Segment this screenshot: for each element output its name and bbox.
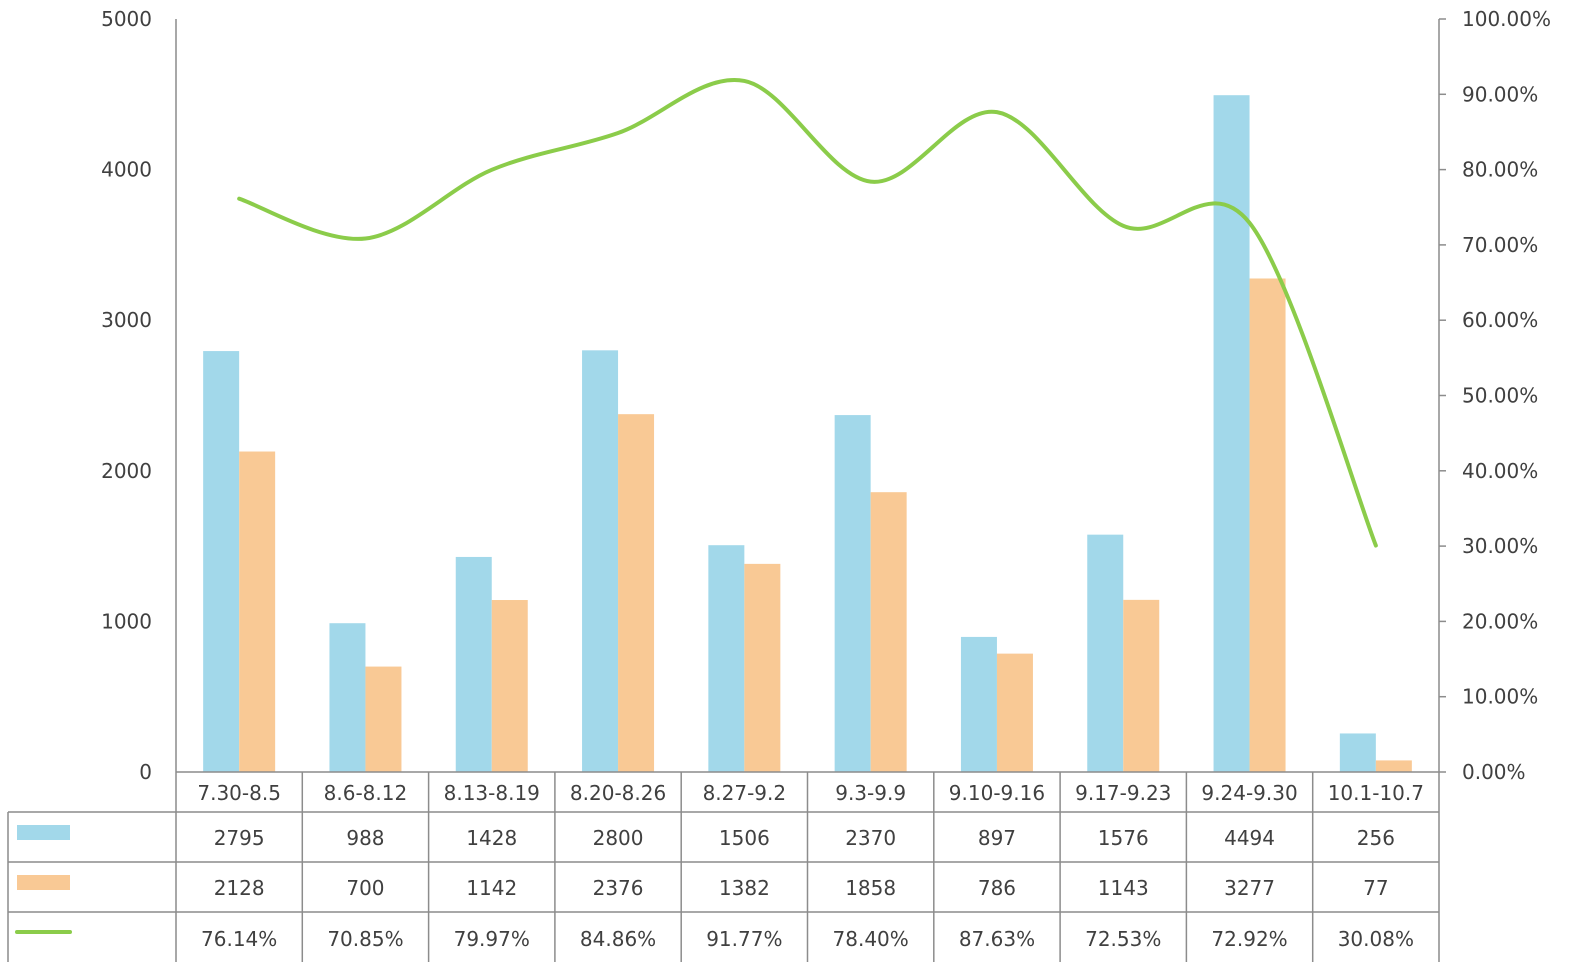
bars-layer	[203, 95, 1412, 772]
bar-series2	[365, 666, 402, 772]
y-right-tick-label: 30.00%	[1462, 534, 1538, 558]
table-cell-series2: 1382	[719, 876, 770, 900]
table-cell-series2: 786	[978, 876, 1016, 900]
bar-series2	[1249, 278, 1286, 772]
bar-series2	[744, 563, 781, 772]
bar-series1	[1339, 733, 1376, 772]
table-cell-series1: 988	[346, 826, 384, 850]
x-tick-label: 10.1-10.7	[1328, 781, 1424, 805]
table-cell-series1: 2370	[845, 826, 896, 850]
data-table: 7.30-8.5 2795 2128 76.14% 8.6-8.12 988 700 70.8…	[7, 771, 1440, 962]
x-tick-label: 8.27-9.2	[703, 781, 787, 805]
x-tick-label: 9.24-9.30	[1201, 781, 1297, 805]
table-cell-series2: 2128	[214, 876, 265, 900]
y-right-tick-label: 60.00%	[1462, 308, 1538, 332]
y-left-tick-label: 5000	[101, 7, 152, 31]
table-cell-series2: 77	[1363, 876, 1388, 900]
table-cell-series3: 72.92%	[1211, 927, 1287, 951]
bar-series1	[203, 351, 240, 772]
x-tick-label: 8.20-8.26	[570, 781, 666, 805]
table-cell-series3: 87.63%	[959, 927, 1035, 951]
legend-key-series2	[17, 875, 70, 890]
table-cell-series2: 2376	[593, 876, 644, 900]
table-cell-series1: 2800	[593, 826, 644, 850]
table-cell-series3: 30.08%	[1338, 927, 1414, 951]
table-cell-series2: 1142	[466, 876, 517, 900]
bar-series2	[996, 653, 1033, 772]
bar-series2	[870, 492, 907, 772]
bar-series2	[618, 414, 655, 772]
x-tick-label: 8.6-8.12	[324, 781, 408, 805]
table-cell-series3: 84.86%	[580, 927, 656, 951]
table-cell-series1: 1506	[719, 826, 770, 850]
table-cell-series1: 1428	[466, 826, 517, 850]
bar-series1	[455, 556, 492, 772]
bar-series2	[239, 451, 276, 772]
bar-series1	[329, 623, 366, 772]
table-cell-series2: 1858	[845, 876, 896, 900]
x-tick-label: 8.13-8.19	[444, 781, 540, 805]
table-cell-series1: 897	[978, 826, 1016, 850]
table-cell-series2: 700	[346, 876, 384, 900]
bar-series1	[1213, 95, 1250, 772]
y-right-tick-label: 10.00%	[1462, 685, 1538, 709]
y-left-tick-label: 4000	[101, 158, 152, 182]
table-cell-series1: 256	[1357, 826, 1395, 850]
table-cell-series2: 3277	[1224, 876, 1275, 900]
rate-line	[237, 78, 1378, 548]
table-cell-series2: 1143	[1098, 876, 1149, 900]
table-cell-series3: 72.53%	[1085, 927, 1161, 951]
rate-line-layer	[237, 78, 1378, 548]
y-left-tick-label: 0	[139, 760, 152, 784]
bar-series1	[582, 350, 619, 772]
bar-series1	[1087, 534, 1124, 772]
bar-series1	[834, 415, 871, 772]
y-right-tick-label: 50.00%	[1462, 384, 1538, 408]
x-tick-label: 7.30-8.5	[197, 781, 281, 805]
x-tick-label: 9.10-9.16	[949, 781, 1045, 805]
y-right-tick-label: 80.00%	[1462, 158, 1538, 182]
table-cell-series1: 4494	[1224, 826, 1275, 850]
axes-layer: 0 1000 2000 3000 4000 5000 0.00% 10.00% 20.00% 30…	[101, 7, 1551, 784]
table-cell-series3: 79.97%	[454, 927, 530, 951]
table-cell-series3: 76.14%	[201, 927, 277, 951]
x-tick-label: 9.3-9.9	[835, 781, 906, 805]
y-right-tick-label: 70.00%	[1462, 233, 1538, 257]
table-cell-series1: 2795	[214, 826, 265, 850]
table-cell-series3: 78.40%	[833, 927, 909, 951]
bar-series1	[708, 545, 745, 772]
legend-key-series1	[17, 825, 70, 840]
y-left-tick-label: 3000	[101, 308, 152, 332]
bar-series2	[491, 600, 528, 772]
y-left-tick-label: 1000	[101, 609, 152, 633]
y-left-tick-label: 2000	[101, 459, 152, 483]
bar-series2	[1375, 760, 1412, 772]
table-cell-series1: 1576	[1098, 826, 1149, 850]
y-right-tick-label: 20.00%	[1462, 609, 1538, 633]
y-right-tick-label: 0.00%	[1462, 760, 1526, 784]
table-cell-series3: 91.77%	[706, 927, 782, 951]
x-tick-label: 9.17-9.23	[1075, 781, 1171, 805]
y-right-tick-label: 100.00%	[1462, 7, 1551, 31]
y-right-tick-label: 90.00%	[1462, 82, 1538, 106]
bar-series2	[1123, 599, 1160, 772]
table-cell-series3: 70.85%	[327, 927, 403, 951]
bar-series1	[960, 636, 997, 772]
y-right-tick-label: 40.00%	[1462, 459, 1538, 483]
